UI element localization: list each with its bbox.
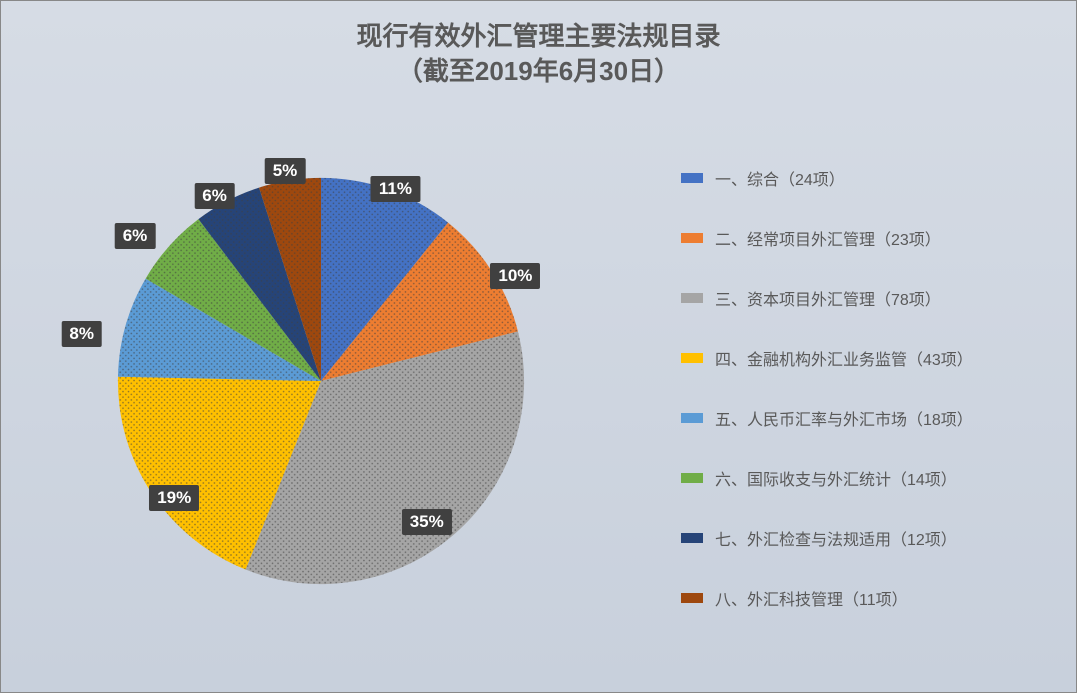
- legend-swatch: [681, 353, 703, 363]
- legend-label: 三、资本项目外汇管理（78项）: [715, 286, 941, 310]
- legend-label: 一、综合（24项）: [715, 166, 845, 190]
- legend-label: 六、国际收支与外汇统计（14项）: [715, 466, 957, 490]
- chart-container: 现行有效外汇管理主要法规目录 （截至2019年6月30日） 11% 10% 35% 1…: [0, 0, 1077, 693]
- legend-item: 四、金融机构外汇业务监管（43项）: [681, 346, 1051, 370]
- chart-title-line1: 现行有效外汇管理主要法规目录: [1, 19, 1076, 54]
- pie-data-label: 35%: [402, 509, 452, 535]
- legend-swatch: [681, 413, 703, 423]
- legend-swatch: [681, 473, 703, 483]
- legend-label: 五、人民币汇率与外汇市场（18项）: [715, 406, 973, 430]
- legend: 一、综合（24项） 二、经常项目外汇管理（23项） 三、资本项目外汇管理（78项） 四…: [681, 166, 1051, 646]
- legend-item: 六、国际收支与外汇统计（14项）: [681, 466, 1051, 490]
- legend-swatch: [681, 293, 703, 303]
- legend-swatch: [681, 233, 703, 243]
- legend-label: 八、外汇科技管理（11项）: [715, 586, 908, 610]
- legend-swatch: [681, 173, 703, 183]
- pie-svg: [81, 141, 561, 621]
- legend-label: 二、经常项目外汇管理（23项）: [715, 226, 941, 250]
- chart-title-line2: （截至2019年6月30日）: [1, 54, 1076, 89]
- legend-item: 五、人民币汇率与外汇市场（18项）: [681, 406, 1051, 430]
- legend-label: 四、金融机构外汇业务监管（43项）: [715, 346, 973, 370]
- pie-data-label: 6%: [194, 183, 235, 209]
- legend-item: 二、经常项目外汇管理（23项）: [681, 226, 1051, 250]
- pie-area: 11%10%35%19%8%6%6%5%: [81, 141, 561, 621]
- legend-item: 一、综合（24项）: [681, 166, 1051, 190]
- pie-data-label: 19%: [149, 485, 199, 511]
- pie-data-label: 11%: [371, 176, 420, 202]
- legend-item: 三、资本项目外汇管理（78项）: [681, 286, 1051, 310]
- legend-label: 七、外汇检查与法规适用（12项）: [715, 526, 957, 550]
- pie-data-label: 8%: [61, 321, 102, 347]
- legend-item: 七、外汇检查与法规适用（12项）: [681, 526, 1051, 550]
- chart-title: 现行有效外汇管理主要法规目录 （截至2019年6月30日）: [1, 1, 1076, 89]
- legend-swatch: [681, 533, 703, 543]
- legend-swatch: [681, 593, 703, 603]
- pie-data-label: 10%: [490, 263, 540, 289]
- pie-data-label: 6%: [115, 223, 156, 249]
- legend-item: 八、外汇科技管理（11项）: [681, 586, 1051, 610]
- pie-data-label: 5%: [265, 158, 306, 184]
